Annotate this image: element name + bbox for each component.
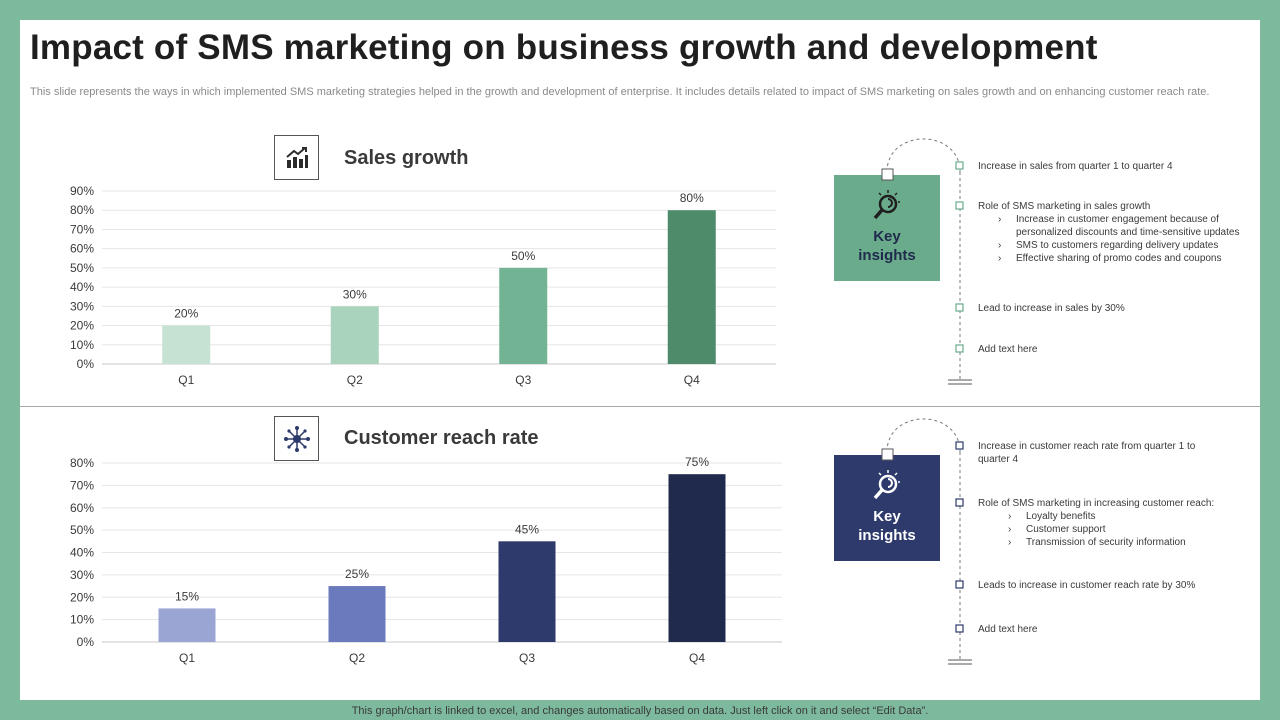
customer-reach-chart: 0% 10% 20% 30% 40% 50% 60% 70% 80% 15% Q1 25% Q2 45% Q…	[70, 455, 782, 665]
x-tick-label: Q4	[684, 373, 700, 387]
x-tick-label: Q2	[347, 373, 363, 387]
y-tick-label: 50%	[70, 523, 94, 537]
timeline-marker	[955, 624, 964, 633]
timeline-marker	[955, 161, 964, 170]
data-label: 25%	[345, 567, 369, 581]
data-label: 50%	[511, 249, 535, 263]
x-tick-label: Q1	[179, 651, 195, 665]
insight-point: Role of SMS marketing in sales growthInc…	[978, 200, 1248, 265]
y-tick-label: 50%	[70, 261, 94, 275]
bar-q1	[162, 325, 211, 364]
insights-list-reach: Increase in customer reach rate from qua…	[978, 440, 1248, 670]
insight-sub-point: Loyalty benefits	[978, 510, 1248, 523]
insight-point: Leads to increase in customer reach rate…	[978, 579, 1248, 592]
timeline-marker	[955, 201, 964, 210]
y-tick-label: 10%	[70, 613, 94, 627]
insight-sub-point: SMS to customers regarding delivery upda…	[978, 239, 1248, 252]
network-icon	[274, 416, 319, 461]
insight-point: Increase in customer reach rate from qua…	[978, 440, 1248, 466]
bar-q3	[499, 267, 548, 364]
y-tick-label: 0%	[77, 635, 95, 649]
bar-q2	[328, 586, 386, 642]
y-tick-label: 30%	[70, 568, 94, 582]
timeline-marker	[955, 498, 964, 507]
data-label: 80%	[680, 191, 704, 205]
page-subtitle: This slide represents the ways in which …	[30, 86, 1210, 98]
y-tick-label: 40%	[70, 280, 94, 294]
key-insights-label: Key insights	[858, 508, 916, 544]
y-tick-label: 0%	[77, 357, 95, 371]
x-tick-label: Q4	[689, 651, 705, 665]
footer-note: This graph/chart is linked to excel, and…	[351, 705, 929, 717]
data-label: 75%	[685, 455, 709, 469]
timeline-anchor-marker	[881, 168, 894, 181]
data-label: 20%	[174, 307, 198, 321]
insights-timeline-sales	[881, 138, 972, 385]
slide: Impact of SMS marketing on business grow…	[20, 20, 1260, 700]
y-tick-label: 70%	[70, 222, 94, 236]
insight-sub-point: Increase in customer engagement because …	[978, 213, 1246, 239]
timeline-marker	[955, 303, 964, 312]
y-tick-label: 90%	[70, 184, 94, 198]
insight-point: Add text here	[978, 623, 1248, 636]
bar-q3	[498, 541, 556, 642]
bar-q1	[158, 608, 216, 642]
y-tick-label: 80%	[70, 203, 94, 217]
idea-search-icon	[873, 190, 900, 220]
timeline-anchor-marker	[881, 448, 894, 461]
timeline-arc	[886, 418, 961, 453]
y-tick-label: 40%	[70, 546, 94, 560]
x-tick-label: Q1	[178, 373, 194, 387]
y-tick-label: 20%	[70, 590, 94, 604]
data-label: 30%	[343, 287, 367, 301]
timeline-marker	[955, 441, 964, 450]
growth-chart-icon	[274, 135, 319, 180]
insight-point: Increase in sales from quarter 1 to quar…	[978, 160, 1248, 173]
key-insights-box-sales: Key insights	[834, 175, 940, 281]
bar-q4	[667, 210, 716, 364]
bar-q2	[330, 306, 379, 364]
insight-point-text: Lead to increase in sales by 30%	[978, 303, 1125, 314]
insight-sub-point: Customer support	[978, 523, 1248, 536]
insight-point-text: Role of SMS marketing in sales growth	[978, 201, 1151, 212]
chart-title-sales-growth: Sales growth	[344, 147, 469, 169]
bar-q4	[668, 474, 726, 642]
x-tick-label: Q2	[349, 651, 365, 665]
y-tick-label: 60%	[70, 242, 94, 256]
insight-point-text: Add text here	[978, 624, 1038, 635]
timeline-marker	[955, 580, 964, 589]
insight-sub-point: Transmission of security information	[978, 536, 1248, 549]
idea-search-icon	[873, 470, 900, 500]
key-insights-label: Key insights	[858, 228, 916, 264]
x-tick-label: Q3	[515, 373, 531, 387]
page-title: Impact of SMS marketing on business grow…	[30, 28, 1098, 67]
sales-growth-chart: 0% 10% 20% 30% 40% 50% 60% 70% 80% 90% 20% Q1 30% Q2 5…	[70, 184, 776, 387]
insight-point-text: Increase in customer reach rate from qua…	[978, 441, 1196, 465]
insight-point-text: Role of SMS marketing in increasing cust…	[978, 498, 1215, 509]
insights-timeline-reach	[881, 418, 972, 665]
data-label: 15%	[175, 589, 199, 603]
insight-point-text: Add text here	[978, 344, 1038, 355]
key-insights-box-reach: Key insights	[834, 455, 940, 561]
insight-point-text: Increase in sales from quarter 1 to quar…	[978, 161, 1173, 172]
y-tick-label: 60%	[70, 501, 94, 515]
insight-point-text: Leads to increase in customer reach rate…	[978, 580, 1196, 591]
timeline-marker	[955, 344, 964, 353]
insight-point: Role of SMS marketing in increasing cust…	[978, 497, 1248, 549]
y-tick-label: 80%	[70, 456, 94, 470]
x-tick-label: Q3	[519, 651, 535, 665]
insight-sub-point: Effective sharing of promo codes and cou…	[978, 252, 1248, 265]
y-tick-label: 10%	[70, 338, 94, 352]
section-divider	[20, 406, 1260, 407]
y-tick-label: 70%	[70, 478, 94, 492]
insight-point: Lead to increase in sales by 30%	[978, 302, 1248, 315]
y-tick-label: 30%	[70, 299, 94, 313]
timeline-arc	[886, 138, 961, 173]
data-label: 45%	[515, 522, 539, 536]
y-tick-label: 20%	[70, 319, 94, 333]
insight-point: Add text here	[978, 343, 1248, 356]
insights-list-sales: Increase in sales from quarter 1 to quar…	[978, 160, 1248, 390]
chart-title-customer-reach: Customer reach rate	[344, 427, 539, 449]
